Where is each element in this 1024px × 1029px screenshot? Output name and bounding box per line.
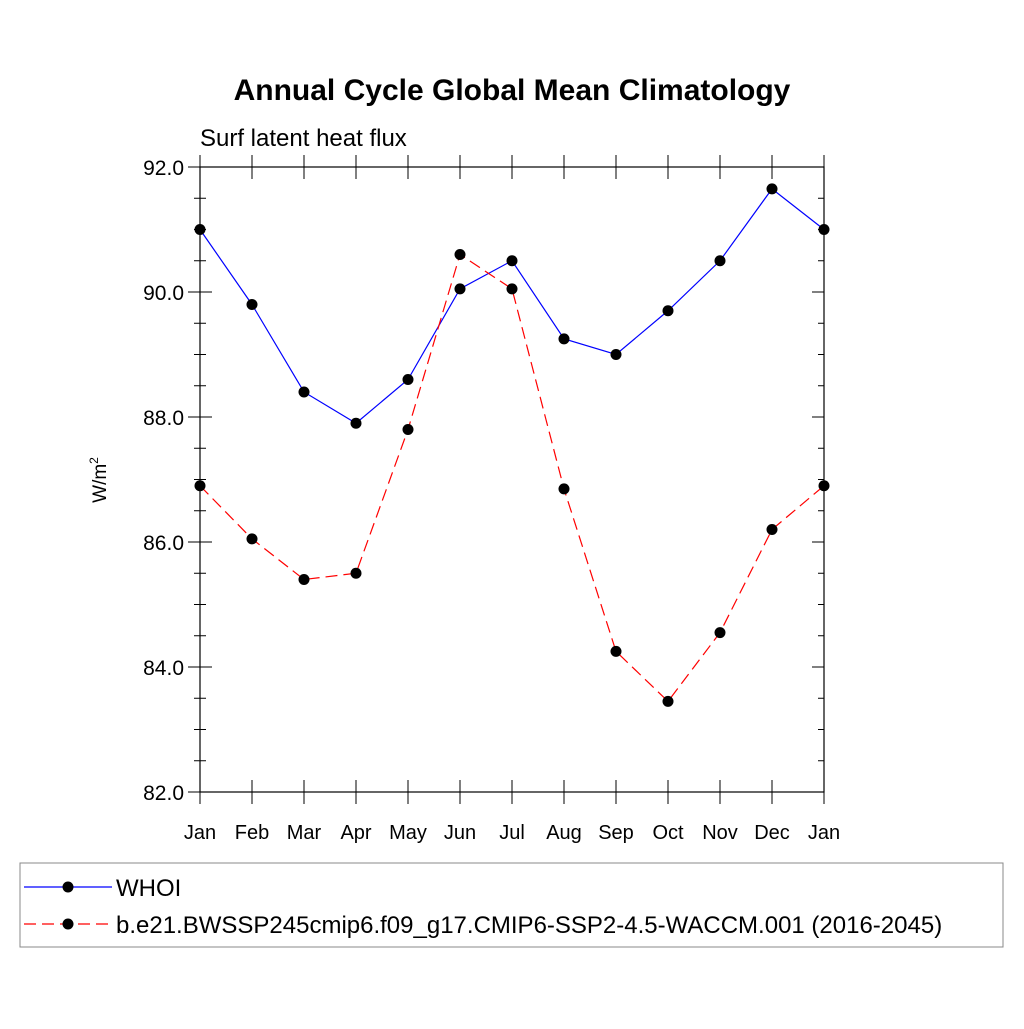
data-point	[246, 533, 258, 545]
x-tick-label: Sep	[598, 822, 634, 844]
series-1	[194, 183, 830, 429]
y-axis-label-group: W/m2	[87, 457, 111, 503]
legend-item: WHOI	[24, 875, 181, 902]
legend-marker	[62, 918, 74, 930]
data-point	[454, 283, 466, 295]
series-line	[199, 188, 825, 424]
data-point	[714, 627, 726, 639]
data-point	[818, 480, 830, 492]
legend-label: WHOI	[116, 875, 181, 902]
data-point	[714, 255, 726, 267]
y-tick-label: 84.0	[143, 657, 184, 680]
legend-item: b.e21.BWSSP245cmip6.f09_g17.CMIP6-SSP2-4…	[24, 912, 942, 939]
data-point	[454, 249, 466, 260]
y-axis-label-superscript: 2	[87, 457, 101, 464]
y-tick-label: 86.0	[143, 532, 184, 555]
y-tick-label: 88.0	[143, 407, 184, 430]
data-point	[558, 483, 570, 495]
data-point	[766, 183, 778, 195]
data-point	[194, 480, 206, 492]
data-point	[558, 333, 570, 345]
data-point	[350, 417, 362, 429]
x-tick-label: Aug	[546, 822, 582, 844]
legend-label: b.e21.BWSSP245cmip6.f09_g17.CMIP6-SSP2-4…	[116, 912, 942, 939]
y-tick-label: 90.0	[143, 282, 184, 305]
data-point	[402, 374, 414, 385]
chart-subtitle: Surf latent heat flux	[200, 125, 407, 152]
series-line	[199, 253, 825, 703]
data-point	[402, 424, 414, 435]
x-tick-label: Dec	[754, 822, 790, 844]
data-point	[194, 224, 206, 235]
data-point	[610, 645, 622, 657]
legend-box	[19, 862, 1004, 948]
x-tick-label: Apr	[340, 822, 371, 844]
data-point	[766, 524, 778, 535]
data-point	[610, 349, 622, 360]
y-axis-label: W/m2	[87, 457, 111, 503]
chart-title: Annual Cycle Global Mean Climatology	[234, 74, 791, 107]
legend-marker	[62, 881, 74, 893]
data-point	[662, 695, 674, 707]
x-tick-label: Feb	[235, 822, 269, 844]
data-point	[506, 283, 518, 295]
data-point	[246, 299, 258, 310]
series-2	[194, 249, 830, 707]
x-tick-label: Jan	[184, 822, 216, 844]
data-point	[506, 255, 518, 267]
x-tick-label: Oct	[652, 822, 684, 844]
data-point	[298, 574, 310, 585]
legend: WHOI b.e21.BWSSP245cmip6.f09_g17.CMIP6-SS…	[19, 862, 1004, 948]
data-point	[662, 305, 674, 317]
x-tick-label: Jan	[808, 822, 840, 844]
x-tick-label: Nov	[702, 822, 738, 844]
x-tick-label: Jul	[499, 822, 525, 844]
data-point	[298, 386, 310, 398]
plot-layer: 82.0 84.0 86.0 88.0 90.0 92.0 Jan Feb Mar Apr May J…	[143, 155, 840, 844]
y-axis-label-text: W/m	[90, 464, 111, 503]
data-point	[818, 224, 830, 235]
y-tick-label: 82.0	[143, 782, 184, 805]
x-tick-label: May	[389, 822, 427, 844]
y-tick-label: 92.0	[143, 157, 184, 180]
data-point	[350, 567, 362, 579]
x-tick-label: Mar	[287, 822, 322, 844]
x-tick-label: Jun	[444, 822, 476, 844]
